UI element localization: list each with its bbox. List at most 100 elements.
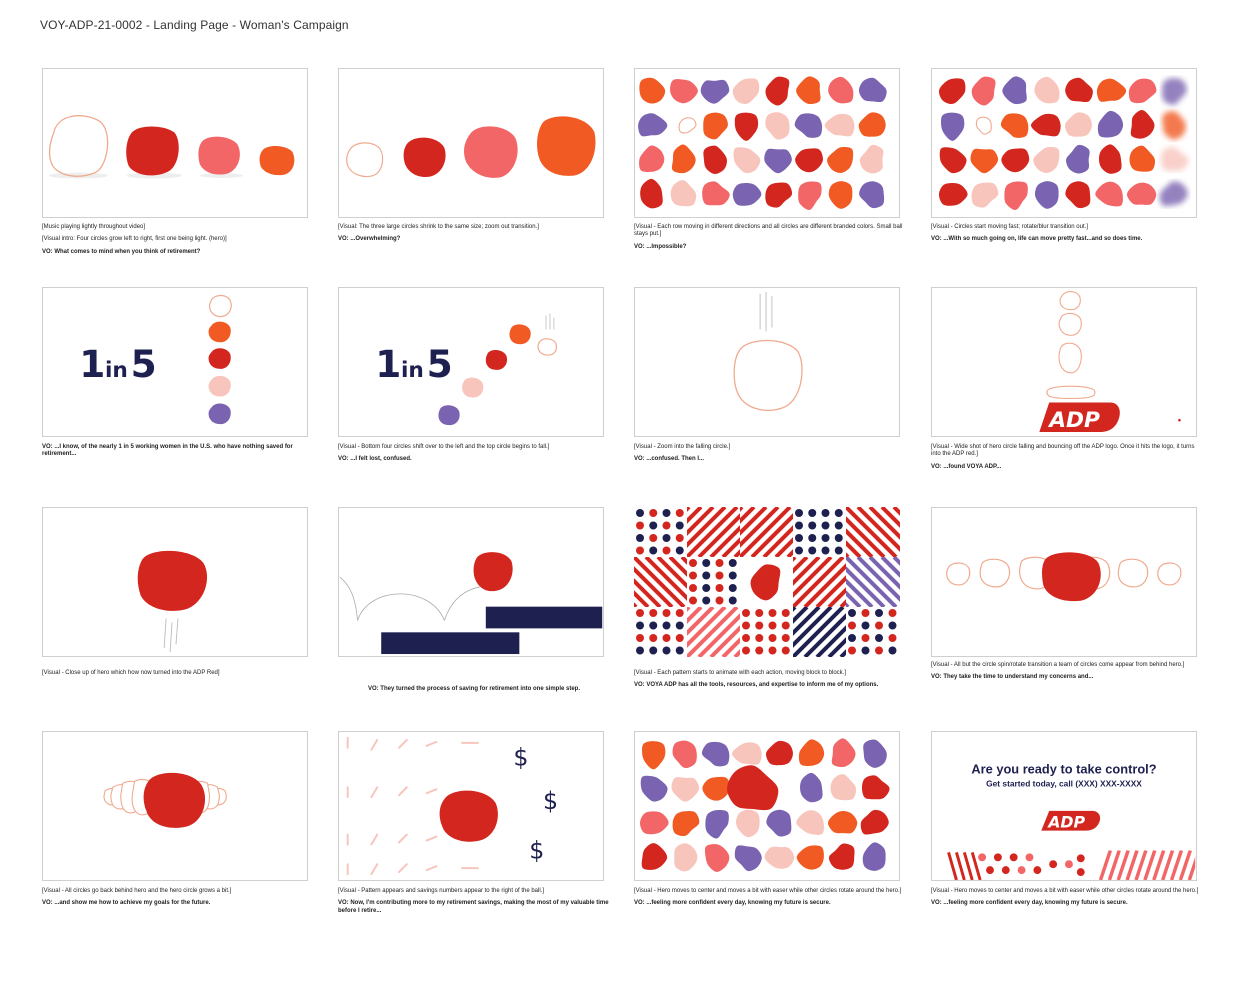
- frame-11-art: [634, 507, 900, 657]
- circle: [703, 145, 727, 174]
- circle: [796, 810, 824, 835]
- circle: [824, 113, 855, 137]
- coral-circle: [198, 136, 240, 175]
- circle: [638, 113, 668, 137]
- circle: [640, 811, 669, 835]
- pattern-tile: [846, 557, 900, 607]
- circle: [672, 740, 697, 769]
- circle: [641, 843, 668, 870]
- circle: [642, 741, 666, 770]
- circle: [670, 180, 697, 207]
- circle: [798, 739, 825, 767]
- voiceover-text: VO: ...confused. Then I...: [634, 456, 705, 463]
- hero-outline-circle: [48, 115, 109, 177]
- voiceover-text: VO: What comes to mind when you think of…: [42, 248, 201, 255]
- circle: [765, 740, 793, 766]
- circle: [1159, 181, 1188, 207]
- circle: [831, 738, 856, 768]
- small-outline-circle: [678, 117, 697, 134]
- circle: [1099, 144, 1122, 174]
- pattern-tile: [846, 607, 900, 657]
- hero-red-circle: [439, 790, 498, 842]
- circle: [671, 777, 700, 802]
- storyboard-frame-10: [338, 507, 604, 657]
- circle: [970, 148, 999, 174]
- frame-7-caption: [Visual - Zoom into the falling circle.]…: [634, 444, 906, 469]
- hero-red-circle: [750, 564, 781, 601]
- circle: [1030, 113, 1061, 137]
- circle: [703, 112, 728, 140]
- storyboard-frame-4: [931, 68, 1197, 218]
- hero-red-circle: [727, 765, 779, 811]
- caption-line: [Visual - Close up of hero which how now…: [42, 670, 220, 676]
- circle: [1065, 181, 1091, 209]
- circle: [859, 181, 885, 209]
- pattern-tile: [793, 607, 846, 657]
- circle: [1095, 181, 1123, 207]
- cta-subline: Get started today, call (XXX) XXX-XXXX: [986, 778, 1142, 788]
- caption-line: [Visual - Wide shot of hero circle falli…: [931, 444, 1195, 458]
- circle: [1000, 113, 1029, 138]
- pattern-tile: [687, 557, 740, 607]
- circle: [1001, 148, 1030, 173]
- frame-9-caption: [Visual - Close up of hero which how now…: [42, 670, 314, 682]
- voiceover-text: VO: ...I know, of the nearly 1 in 5 work…: [42, 444, 293, 458]
- circle: [798, 181, 822, 211]
- caption-line: [Visual - Circles start moving fast; rot…: [931, 224, 1088, 230]
- voiceover-text: VO: ...found VOYA ADP...: [931, 463, 1002, 470]
- caption-line: [Visual - Bottom four circles shift over…: [338, 444, 550, 450]
- circle: [971, 182, 999, 208]
- storyboard-frame-5: 1 in 5: [42, 287, 308, 437]
- circle: [702, 181, 730, 206]
- circle: [640, 178, 663, 209]
- storyboard-frame-11: [634, 507, 900, 657]
- pattern-band: [947, 850, 1196, 880]
- circle: [674, 843, 698, 872]
- storyboard-frame-7: [634, 287, 900, 437]
- storyboard-frame-13: [42, 731, 308, 881]
- frame-3-art: [638, 76, 887, 211]
- voiceover-text: VO: Now, I'm contributing more to my ret…: [338, 900, 609, 914]
- circle: [830, 774, 857, 801]
- circle: [702, 776, 731, 801]
- frame-14-art: $ $ $: [346, 736, 558, 876]
- caption-line: [Visual - Pattern appears and savings nu…: [338, 888, 545, 894]
- frame-2-caption: [Visual: The three large circles shrink …: [338, 224, 610, 249]
- dollar-sign: $: [543, 787, 558, 815]
- stat-one: 1: [375, 342, 401, 386]
- storyboard-frame-12: [931, 507, 1197, 657]
- circle: [1096, 78, 1127, 102]
- circle: [1162, 78, 1187, 105]
- storyboard-frame-2: [338, 68, 604, 218]
- circle: [1034, 181, 1059, 209]
- circle: [1129, 145, 1155, 172]
- frame-8-art: ADP: [1039, 291, 1181, 433]
- circle: [1162, 111, 1186, 140]
- circle: [941, 112, 965, 141]
- circle: [733, 147, 761, 174]
- frame-16-caption: [Visual - Hero moves to center and moves…: [931, 888, 1203, 913]
- circle: [765, 182, 793, 208]
- circle: [794, 113, 823, 138]
- storyboard-frame-14: $ $ $: [338, 731, 604, 881]
- frame-7-art: [733, 291, 803, 411]
- hero-outline-circle: [733, 339, 803, 411]
- circle: [704, 844, 730, 872]
- circle: [764, 148, 792, 174]
- pattern-tile: [740, 607, 793, 657]
- voiceover-text: VO: ...Impossible?: [634, 243, 687, 250]
- caption-line: [Visual intro: Four circles grow left to…: [42, 236, 227, 243]
- step-block: [485, 606, 603, 629]
- pattern-tile: [687, 507, 740, 557]
- circle: [1004, 181, 1028, 211]
- circle: [1097, 110, 1124, 138]
- circle: [700, 79, 730, 104]
- circle: [938, 182, 968, 206]
- dollar-sign: $: [529, 836, 544, 864]
- voiceover-text: VO: VOYA ADP has all the tools, resource…: [634, 682, 879, 689]
- circle: [828, 843, 855, 870]
- cta-headline: Are you ready to take control?: [971, 761, 1156, 776]
- frame-10-art: [339, 552, 603, 655]
- circle: [732, 182, 762, 206]
- frame-2-art: [346, 116, 596, 178]
